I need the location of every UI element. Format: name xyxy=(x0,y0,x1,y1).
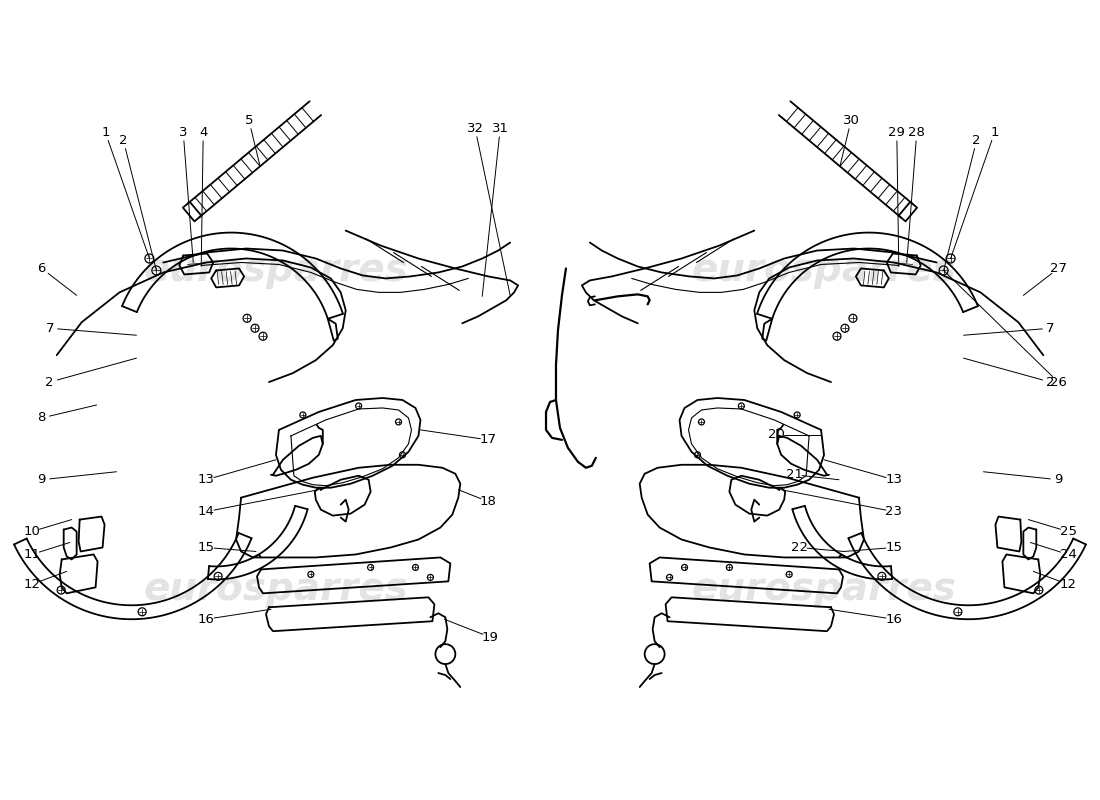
Text: 18: 18 xyxy=(480,495,497,508)
Text: 1: 1 xyxy=(990,126,999,139)
Text: 13: 13 xyxy=(198,474,214,486)
Text: 26: 26 xyxy=(1049,375,1067,389)
Text: 13: 13 xyxy=(886,474,902,486)
Text: 24: 24 xyxy=(1059,548,1077,561)
Text: 17: 17 xyxy=(480,434,497,446)
Text: 5: 5 xyxy=(245,114,253,127)
Text: 16: 16 xyxy=(886,613,902,626)
Text: 12: 12 xyxy=(1059,578,1077,591)
Text: 22: 22 xyxy=(791,541,807,554)
Text: 19: 19 xyxy=(482,630,498,644)
Text: 32: 32 xyxy=(466,122,484,135)
Text: 7: 7 xyxy=(45,322,54,334)
Text: 30: 30 xyxy=(843,114,859,127)
Text: 7: 7 xyxy=(1046,322,1055,334)
Text: 14: 14 xyxy=(198,505,214,518)
Text: 6: 6 xyxy=(37,262,46,275)
Text: 11: 11 xyxy=(23,548,41,561)
Text: 2: 2 xyxy=(119,134,128,147)
Text: 8: 8 xyxy=(37,411,46,425)
Text: 10: 10 xyxy=(23,525,41,538)
Text: 4: 4 xyxy=(199,126,208,139)
Text: eurosparres: eurosparres xyxy=(692,251,957,290)
Text: 27: 27 xyxy=(1049,262,1067,275)
Text: 3: 3 xyxy=(179,126,187,139)
Text: 25: 25 xyxy=(1059,525,1077,538)
Text: 15: 15 xyxy=(198,541,214,554)
Text: 9: 9 xyxy=(1054,474,1063,486)
Text: eurosparres: eurosparres xyxy=(143,570,408,608)
Text: 23: 23 xyxy=(886,505,902,518)
Text: 28: 28 xyxy=(909,126,925,139)
Text: 2: 2 xyxy=(45,375,54,389)
Text: 2: 2 xyxy=(972,134,981,147)
Text: eurosparres: eurosparres xyxy=(692,570,957,608)
Text: 21: 21 xyxy=(785,468,803,482)
Text: 1: 1 xyxy=(101,126,110,139)
Text: eurosparres: eurosparres xyxy=(143,251,408,290)
Text: 16: 16 xyxy=(198,613,214,626)
Text: 15: 15 xyxy=(886,541,902,554)
Text: 9: 9 xyxy=(37,474,46,486)
Text: 2: 2 xyxy=(1046,375,1055,389)
Text: 12: 12 xyxy=(23,578,41,591)
Text: 29: 29 xyxy=(889,126,905,139)
Text: 20: 20 xyxy=(768,428,784,442)
Text: 31: 31 xyxy=(492,122,508,135)
